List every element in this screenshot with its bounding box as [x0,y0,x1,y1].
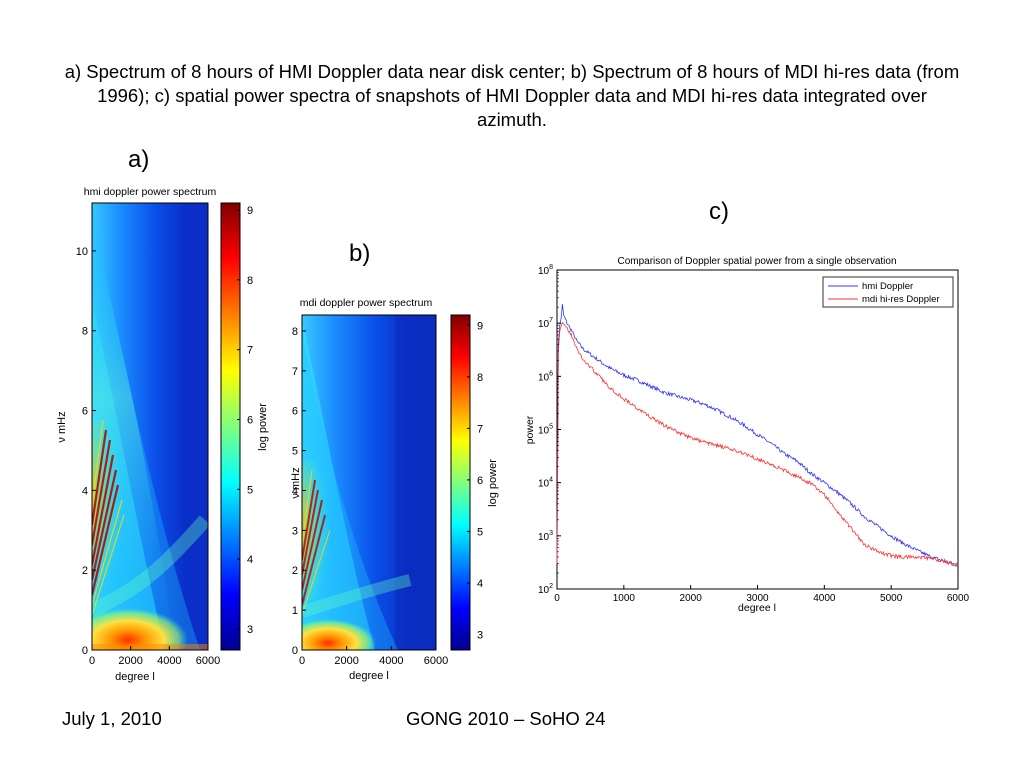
hmi-y-tick-label: 0 [82,645,88,657]
line-y-tick-label: 104 [538,477,553,490]
mdi-colorbar-tick-label: 6 [477,475,483,487]
hmi-x-label: degree l [115,671,155,683]
line-y-tick-label: 103 [538,530,553,543]
hmi-x-ticks: 0 2000 4000 6000 [89,646,220,667]
hmi-colorbar-tick-label: 3 [247,624,253,636]
hmi-image [92,203,208,650]
mdi-colorbar-tick-label: 3 [477,630,483,642]
footer-date: July 1, 2010 [62,708,162,729]
line-y-tick-label: 102 [538,583,553,596]
mdi-colorbar [451,315,470,650]
mdi-x-tick-label: 2000 [334,655,358,667]
line-legend: hmi Doppler mdi hi-res Doppler [822,276,954,308]
hmi-y-label: ν mHz [56,411,68,442]
hmi-heatmap: hmi doppler power spectrum [56,186,269,683]
hmi-chart-title: hmi doppler power spectrum [84,186,217,198]
hmi-y-tick-label: 10 [76,246,88,258]
hmi-colorbar-tick-label: 6 [247,415,253,427]
mdi-heatmap: mdi doppler power spectrum 0 2000 4000 6000… [290,297,499,682]
mdi-y-tick-label: 8 [292,326,298,338]
hmi-colorbar [221,203,240,650]
mdi-colorbar-tick-label: 7 [477,423,483,435]
line-plot-area [556,269,959,590]
mdi-y-tick-label: 2 [292,565,298,577]
line-series [556,303,959,567]
hmi-colorbar-label: log power [257,403,269,451]
hmi-y-tick-label: 8 [82,326,88,338]
mdi-image [302,315,436,650]
line-x-tick-label: 4000 [813,593,836,604]
mdi-chart-title: mdi doppler power spectrum [300,297,433,309]
footer-conference: GONG 2010 – SoHO 24 [406,708,606,729]
hmi-colorbar-tick-label: 9 [247,205,253,217]
hmi-y-ticks: 0 2 4 6 8 10 [76,246,96,657]
hmi-x-tick-label: 6000 [196,655,220,667]
series-line-hmi-doppler [556,303,959,567]
mdi-x-label: degree l [349,670,389,682]
line-x-label: degree l [738,602,776,614]
mdi-y-ticks: 0 1 2 3 4 5 6 7 8 [292,326,306,657]
hmi-y-tick-label: 4 [82,485,88,497]
hmi-y-tick-label: 6 [82,406,88,418]
legend-label-mdi: mdi hi-res Doppler [862,294,940,305]
line-y-tick-label: 107 [538,317,553,330]
line-y-tick-label: 108 [538,264,553,277]
line-chart-title: Comparison of Doppler spatial power from… [617,256,896,267]
mdi-x-ticks: 0 2000 4000 6000 [299,646,448,667]
line-x-tick-label: 2000 [680,593,703,604]
hmi-colorbar-tick-label: 5 [247,484,253,496]
slide-title: a) Spectrum of 8 hours of HMI Doppler da… [64,61,960,130]
mdi-y-tick-label: 0 [292,645,298,657]
line-x-tick-label: 6000 [947,593,970,604]
mdi-colorbar-tick-label: 5 [477,526,483,538]
mdi-x-tick-label: 0 [299,655,305,667]
hmi-x-tick-label: 4000 [157,655,181,667]
mdi-colorbar-tick-label: 4 [477,578,483,590]
legend-label-hmi: hmi Doppler [862,281,913,292]
mdi-y-label: ν mHz [290,467,302,498]
mdi-colorbar-label: log power [487,459,499,507]
hmi-ridges [92,429,120,596]
mdi-ridges [302,479,326,606]
mdi-colorbar-tick-label: 9 [477,320,483,332]
line-x-tick-label: 1000 [613,593,636,604]
mdi-colorbar-ticks: 3 4 5 6 7 8 9 [467,320,483,642]
line-x-tick-label: 0 [554,593,560,604]
power-comparison-chart: Comparison of Doppler spatial power from… [524,256,970,614]
panel-label-c: c) [709,198,729,225]
hmi-x-tick-label: 2000 [118,655,142,667]
hmi-colorbar-ticks: 3 4 5 6 7 8 9 [237,205,253,636]
mdi-y-tick-label: 5 [292,446,298,458]
line-y-tick-label: 106 [538,370,553,383]
line-x-ticks: 0 1000 2000 3000 4000 5000 6000 [554,585,970,604]
hmi-y-tick-label: 2 [82,565,88,577]
line-x-tick-label: 3000 [746,593,769,604]
line-x-tick-label: 5000 [880,593,903,604]
line-y-label: power [524,415,536,444]
mdi-colorbar-tick-label: 8 [477,372,483,384]
panel-label-b: b) [349,240,371,267]
mdi-y-tick-label: 7 [292,366,298,378]
hmi-colorbar-tick-label: 8 [247,275,253,287]
mdi-y-tick-label: 1 [292,605,298,617]
mdi-x-tick-label: 4000 [379,655,403,667]
mdi-y-tick-label: 4 [292,485,298,497]
mdi-x-tick-label: 6000 [424,655,448,667]
line-y-tick-label: 105 [538,424,553,437]
panel-label-a: a) [128,146,150,173]
hmi-x-tick-label: 0 [89,655,95,667]
mdi-y-tick-label: 6 [292,406,298,418]
mdi-y-tick-label: 3 [292,525,298,537]
hmi-colorbar-tick-label: 7 [247,345,253,357]
series-line-mdi-hires-doppler [556,321,959,567]
hmi-colorbar-tick-label: 4 [247,554,253,566]
